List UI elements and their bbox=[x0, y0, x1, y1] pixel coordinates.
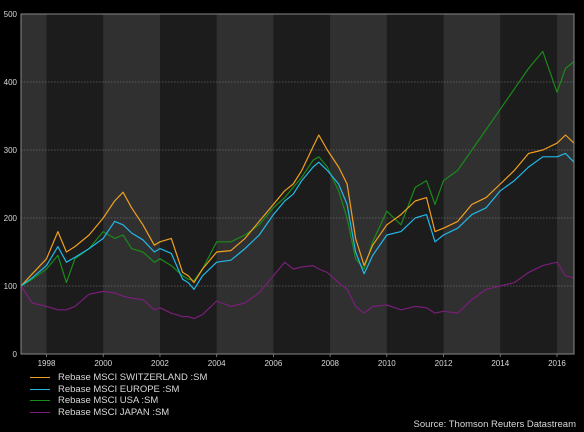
year-band bbox=[443, 14, 501, 354]
y-tick-label: 100 bbox=[4, 282, 18, 291]
grid-lines bbox=[21, 81, 574, 287]
x-tick-label: 2000 bbox=[94, 359, 112, 368]
legend-swatch bbox=[30, 377, 50, 379]
line-chart: 0 100 200 300 400 500 1998 2000 2002 2004 2006 200… bbox=[3, 10, 575, 368]
legend-item-europe: Rebase MSCI EUROPE :SM bbox=[30, 384, 207, 396]
y-tick-label: 200 bbox=[4, 214, 18, 223]
legend-label: Rebase MSCI JAPAN :SM bbox=[58, 406, 170, 418]
legend-item-japan: Rebase MSCI JAPAN :SM bbox=[30, 407, 207, 419]
legend-label: Rebase MSCI SWITZERLAND :SM bbox=[58, 372, 208, 383]
y-tick-label: 500 bbox=[4, 10, 18, 19]
y-tick-label: 300 bbox=[4, 146, 18, 155]
year-band bbox=[330, 14, 387, 354]
year-band bbox=[216, 14, 274, 354]
x-tick-label: 2010 bbox=[378, 359, 396, 368]
x-tick-label: 2004 bbox=[208, 359, 226, 368]
x-tick-label: 1998 bbox=[38, 359, 56, 368]
year-band bbox=[556, 14, 574, 354]
y-tick-label: 400 bbox=[4, 78, 18, 87]
x-tick-label: 2006 bbox=[264, 359, 282, 368]
series-lines bbox=[20, 50, 575, 320]
year-band bbox=[21, 14, 47, 354]
legend-item-usa: Rebase MSCI USA :SM bbox=[30, 395, 207, 407]
year-band bbox=[103, 14, 160, 354]
y-tick-label: 0 bbox=[13, 350, 18, 359]
x-tick-label: 2016 bbox=[548, 359, 566, 368]
legend-swatch bbox=[30, 411, 50, 413]
x-tick-label: 2014 bbox=[491, 359, 509, 368]
legend-label: Rebase MSCI USA :SM bbox=[58, 395, 159, 406]
series-line-switzerland bbox=[20, 134, 575, 287]
legend-swatch bbox=[30, 388, 50, 390]
y-axis: 0 100 200 300 400 500 bbox=[4, 10, 18, 359]
plot-frame bbox=[20, 13, 575, 355]
x-axis: 1998 2000 2002 2004 2006 2008 2010 2012 2014 2016 bbox=[38, 354, 566, 368]
legend-label: Rebase MSCI EUROPE :SM bbox=[58, 383, 180, 395]
x-tick-label: 2008 bbox=[321, 359, 339, 368]
series-line-europe bbox=[20, 152, 575, 290]
year-bands bbox=[21, 14, 574, 354]
series-line-japan bbox=[20, 261, 575, 320]
source-note: Source: Thomson Reuters Datastream bbox=[413, 419, 576, 430]
legend: Rebase MSCI SWITZERLAND :SM Rebase MSCI … bbox=[30, 372, 207, 418]
x-tick-label: 2012 bbox=[435, 359, 453, 368]
series-line-usa bbox=[20, 50, 575, 287]
legend-item-switzerland: Rebase MSCI SWITZERLAND :SM bbox=[30, 372, 207, 384]
legend-swatch bbox=[30, 400, 50, 402]
x-tick-label: 2002 bbox=[151, 359, 169, 368]
